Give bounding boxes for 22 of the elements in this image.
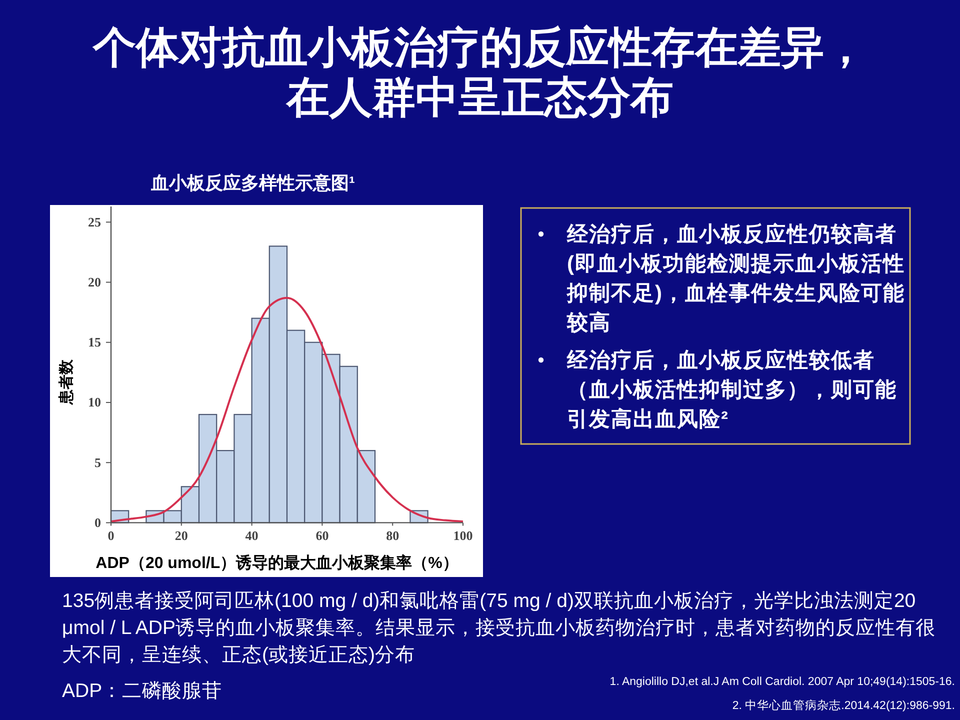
x-tick-label: 100: [453, 528, 473, 543]
y-tick-label: 5: [94, 454, 102, 470]
x-tick-label: 0: [108, 528, 114, 543]
x-tick-label: 60: [316, 528, 329, 543]
text: 经治疗后，血小板反应性仍较高者(即血小板功能检测提示血小板活性抑制不足)，血栓事件发生风险可能较高: [566, 222, 905, 334]
chart-subtitle: 血小板反应多样性示意图¹: [150, 173, 355, 193]
y-tick-label: 15: [88, 334, 102, 350]
x-tick-label: 40: [245, 528, 258, 543]
x-axis-title: ADP（20 umol/L）诱导的最大血小板聚集率（%）: [96, 553, 458, 572]
y-tick-label: 25: [88, 214, 102, 230]
text: ADP：二磷酸腺苷: [62, 680, 222, 702]
text: 经治疗后，血小板反应性较低者（血小板活性抑制过多），则可能引发高出血风险²: [566, 348, 897, 431]
text: 2. 中华心血管病杂志.2014.42(12):986-991.: [732, 698, 955, 712]
chart-title: 个体对抗血小板治疗的反应性存在差异，在人群中呈正态分布: [92, 24, 867, 122]
x-tick-label: 80: [386, 528, 400, 543]
y-tick-label: 0: [94, 514, 101, 530]
text: 135例患者接受阿司匹林(100 mg / d)和氯吡格雷(75 mg / d)双联抗血小板治疗，光学比浊法测定20 μmol / L ADP诱导的血小板聚集率。结果显示，接受抗血小板药物治疗时，患者对药物的反应性有很大不同，呈连续、正态(或接近正态)分布: [62, 590, 936, 666]
y-axis-title: 患者数: [58, 358, 75, 406]
y-tick-label: 10: [88, 394, 101, 410]
text: 1. Angiolillo DJ,et al.J Am Coll Cardiol. 2007 Apr 10;49(14):1505-16.: [610, 676, 955, 688]
y-tick-label: 20: [88, 274, 101, 290]
x-tick-label: 20: [174, 528, 188, 543]
